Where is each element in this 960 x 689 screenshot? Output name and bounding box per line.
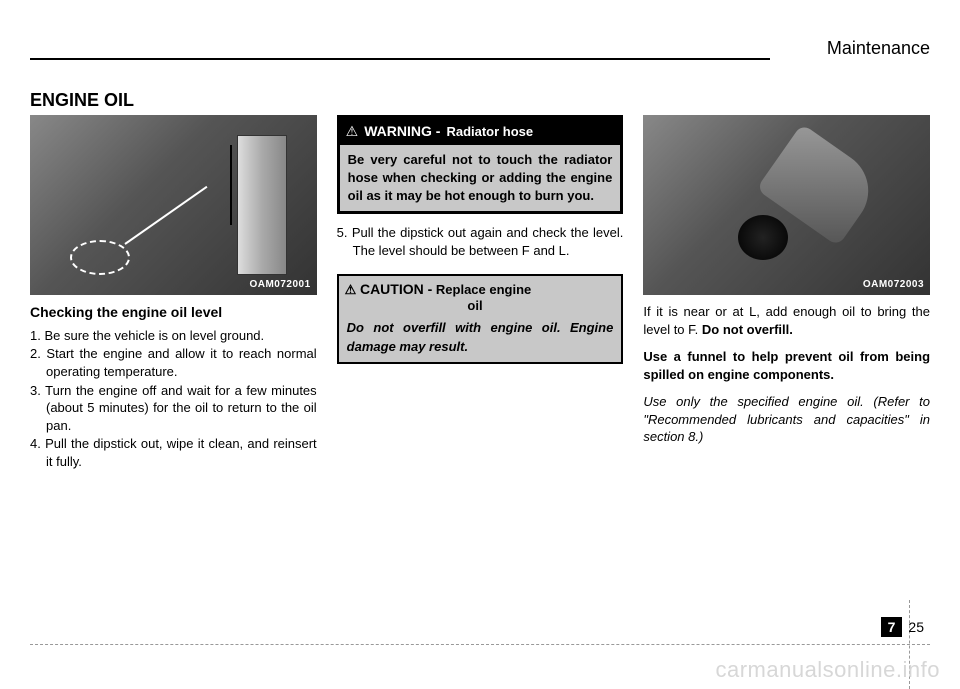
- caution-subtitle-line1: Replace engine: [436, 282, 531, 297]
- page-footer: 7 25: [881, 617, 930, 637]
- trim-line-bottom: [30, 644, 930, 645]
- column-right: OAM072003 If it is near or at L, add eno…: [643, 115, 930, 471]
- image-code-label: OAM072001: [249, 278, 310, 292]
- caution-subtitle-line2: oil: [345, 298, 616, 315]
- list-item: 4. Pull the dipstick out, wipe it clean,…: [30, 435, 317, 470]
- caution-body: Do not overfill with engine oil. Engine …: [339, 319, 622, 361]
- header-section-label: Maintenance: [827, 38, 930, 59]
- column-left: OAM072001 Checking the engine oil level …: [30, 115, 317, 471]
- content-columns: OAM072001 Checking the engine oil level …: [30, 115, 930, 471]
- do-not-overfill: Do not overfill.: [702, 322, 793, 337]
- engine-pour-image: OAM072003: [643, 115, 930, 295]
- list-item: 3. Turn the engine off and wait for a fe…: [30, 382, 317, 435]
- caution-box: ⚠ CAUTION - Replace engine oil Do not ov…: [337, 274, 624, 364]
- list-item: 1. Be sure the vehicle is on level groun…: [30, 327, 317, 345]
- caution-title: CAUTION -: [360, 281, 432, 297]
- check-oil-heading: Checking the engine oil level: [30, 303, 317, 322]
- dipstick-level-marks: [230, 145, 232, 225]
- manual-page: Maintenance ENGINE OIL OAM072001 Checkin…: [0, 0, 960, 689]
- warning-box: ⚠ WARNING - Radiator hose Be very carefu…: [337, 115, 624, 214]
- engine-dipstick-image: OAM072001: [30, 115, 317, 295]
- oil-cap-shape: [738, 215, 788, 260]
- funnel-note: Use a funnel to help prevent oil from be…: [643, 348, 930, 383]
- warning-title: WARNING -: [364, 122, 440, 141]
- callout-line: [124, 186, 207, 245]
- caution-icon: ⚠: [345, 282, 357, 297]
- column-middle: ⚠ WARNING - Radiator hose Be very carefu…: [337, 115, 624, 471]
- spec-oil-note: Use only the specified engine oil. (Refe…: [643, 393, 930, 446]
- warning-header: ⚠ WARNING - Radiator hose: [340, 118, 621, 145]
- section-title: ENGINE OIL: [30, 90, 134, 111]
- warning-icon: ⚠: [346, 122, 359, 141]
- step-5-list: 5. Pull the dipstick out again and check…: [337, 224, 624, 259]
- check-oil-steps: 1. Be sure the vehicle is on level groun…: [30, 327, 317, 470]
- dipstick-inset: [237, 135, 287, 275]
- warning-body: Be very careful not to touch the radiato…: [340, 145, 621, 212]
- highlight-circle: [70, 240, 130, 275]
- image-code-label: OAM072003: [863, 278, 924, 292]
- caution-header: ⚠ CAUTION - Replace engine oil: [339, 276, 622, 320]
- page-number: 25: [902, 617, 930, 637]
- list-item: 5. Pull the dipstick out again and check…: [337, 224, 624, 259]
- chapter-number: 7: [881, 617, 903, 637]
- list-item: 2. Start the engine and allow it to reac…: [30, 345, 317, 380]
- oil-fill-paragraph: If it is near or at L, add enough oil to…: [643, 303, 930, 338]
- watermark: carmanualsonline.info: [715, 657, 940, 683]
- warning-subtitle: Radiator hose: [446, 123, 533, 141]
